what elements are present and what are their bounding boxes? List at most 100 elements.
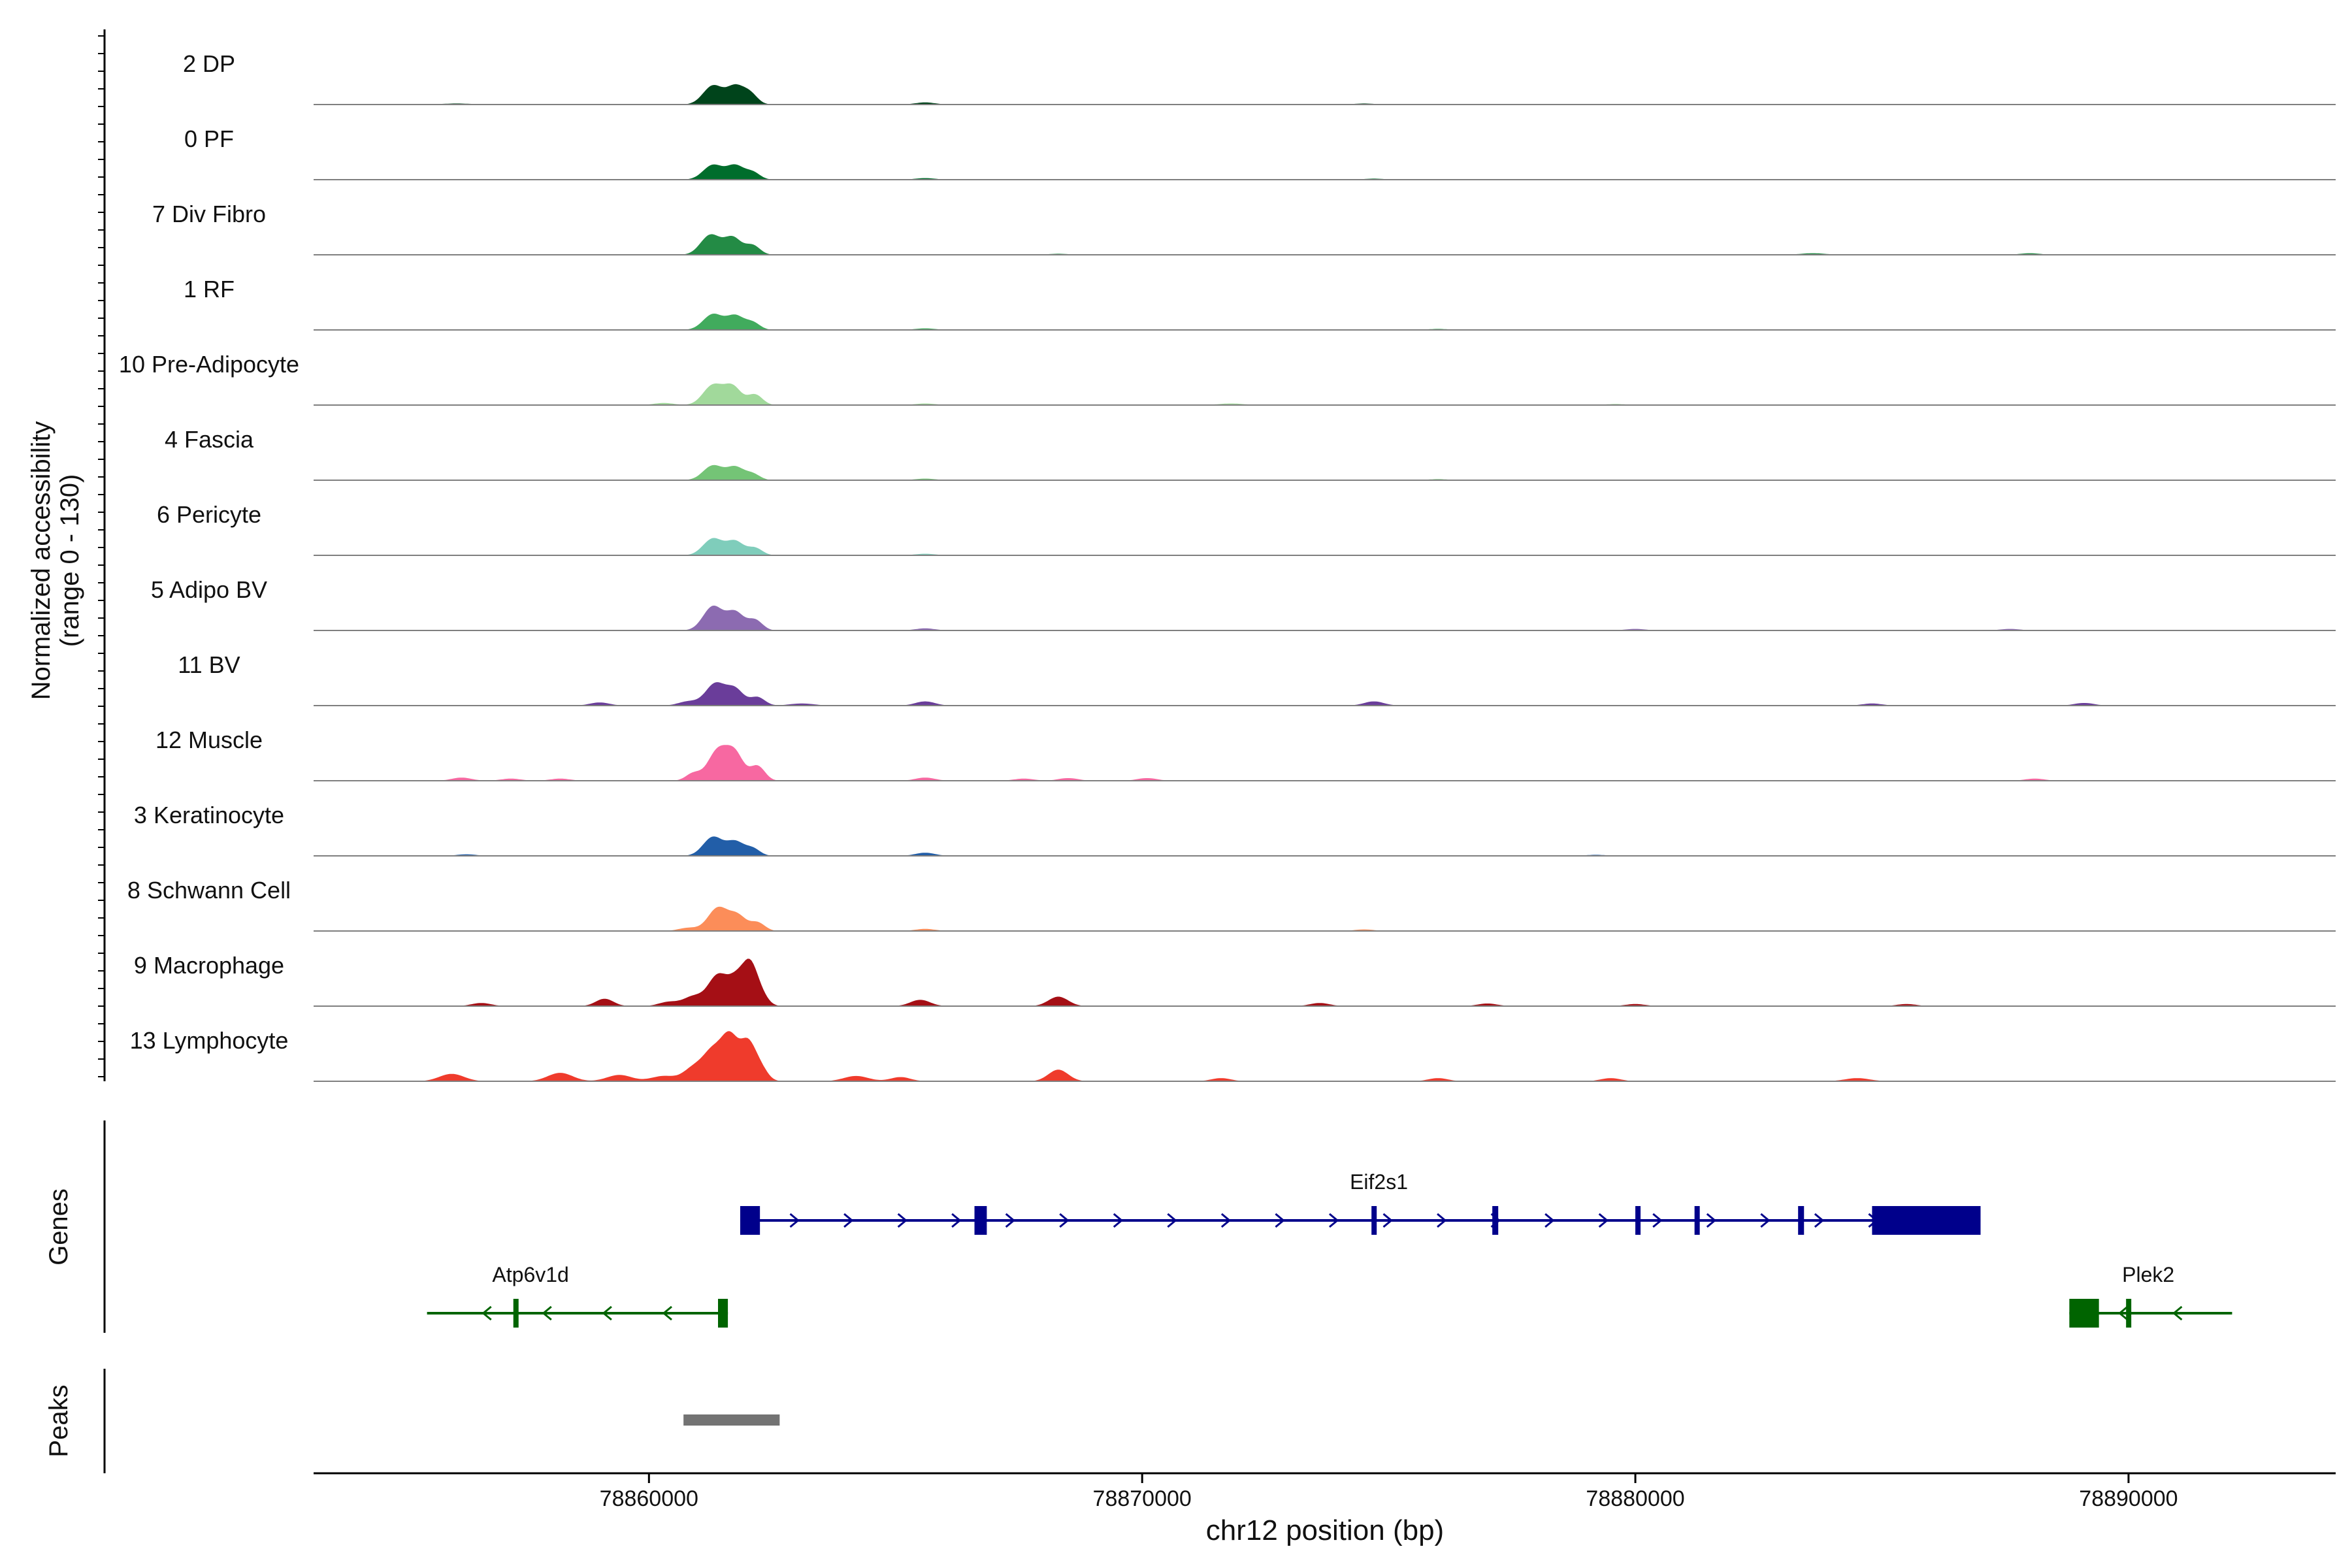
x-tick-label: 78880000: [1586, 1486, 1684, 1511]
coverage-tracks: 2 DP 0 PF 7 Div Fibro 1 RF 10 Pre-Adipocyte 4…: [119, 50, 2336, 1082]
coverage-area: [314, 164, 2336, 180]
strand-arrow: [789, 1213, 800, 1228]
gene-label: Plek2: [2122, 1263, 2174, 1286]
strand-arrow: [1598, 1213, 1609, 1228]
strand-arrow: [1167, 1213, 1177, 1228]
gene-exon: [740, 1206, 760, 1235]
track-label: 0 PF: [184, 125, 234, 152]
track-label: 7 Div Fibro: [152, 201, 266, 227]
strand-arrow: [951, 1213, 962, 1228]
track-label: 8 Schwann Cell: [127, 877, 291, 904]
track-label: 5 Adipo BV: [151, 576, 267, 603]
track-4: 1 RF: [184, 276, 2336, 331]
track-label: 9 Macrophage: [134, 952, 284, 979]
x-axis-title: chr12 position (bp): [1206, 1514, 1444, 1546]
x-tick-label: 78860000: [600, 1486, 698, 1511]
coverage-area: [314, 538, 2336, 555]
gene-exon: [2069, 1299, 2099, 1328]
coverage-area: [314, 314, 2336, 330]
track-label: 2 DP: [183, 50, 235, 77]
coverage-area: [314, 958, 2336, 1006]
coverage-area: [314, 234, 2336, 255]
strand-arrow: [843, 1213, 854, 1228]
track-7: 6 Pericyte: [157, 501, 2336, 556]
coverage-area: [314, 605, 2336, 630]
track-label: 12 Muscle: [155, 727, 263, 753]
gene-exon: [1492, 1206, 1499, 1235]
genes-axis-title: Genes: [44, 1188, 73, 1266]
coverage-area: [314, 745, 2336, 781]
gene-exon: [974, 1206, 987, 1235]
gene-exon: [513, 1299, 519, 1328]
track-11: 3 Keratinocyte: [134, 802, 2336, 857]
gene-label: Atp6v1d: [492, 1263, 568, 1286]
strand-arrow: [1275, 1213, 1285, 1228]
strand-arrow: [482, 1305, 492, 1321]
gene-exon: [718, 1299, 728, 1328]
gene-exon: [1798, 1206, 1805, 1235]
strand-arrow: [1706, 1213, 1717, 1228]
coverage-area: [314, 682, 2336, 706]
strand-arrow: [1437, 1213, 1447, 1228]
coverage-area: [314, 465, 2336, 480]
strand-arrow: [602, 1305, 612, 1321]
x-tick-label: 78870000: [1093, 1486, 1192, 1511]
x-tick-label: 78890000: [2079, 1486, 2178, 1511]
track-3: 7 Div Fibro: [152, 201, 2336, 255]
coverage-area: [314, 383, 2336, 405]
track-9: 11 BV: [178, 651, 2336, 706]
gene-exon: [2126, 1299, 2132, 1328]
coverage-area: [314, 836, 2336, 856]
x-axis-ticks: 78860000 78870000 78880000 78890000: [600, 1473, 2178, 1511]
track-label: 10 Pre-Adipocyte: [119, 351, 299, 378]
strand-arrow: [2118, 1305, 2129, 1321]
strand-arrow: [1760, 1213, 1771, 1228]
track-12: 8 Schwann Cell: [127, 877, 2336, 932]
gene-label: Eif2s1: [1350, 1170, 1408, 1194]
y-axis-title-line1: Normalized accessibility: [27, 421, 56, 700]
track-label: 4 Fascia: [165, 426, 254, 453]
strand-arrow: [2172, 1305, 2183, 1321]
track-8: 5 Adipo BV: [151, 576, 2336, 631]
y-axis-title-line2: (range 0 - 130): [56, 474, 84, 647]
coverage-area: [314, 906, 2336, 931]
gene-annotation-track: Eif2s1 Atp6v1d Plek2: [427, 1170, 2232, 1328]
coverage-area: [314, 1031, 2336, 1081]
strand-arrow: [1059, 1213, 1070, 1228]
track-label: 13 Lymphocyte: [130, 1027, 289, 1054]
strand-arrow: [897, 1213, 907, 1228]
coverage-area: [314, 84, 2336, 105]
gene-plek2: Plek2: [2069, 1263, 2232, 1328]
strand-arrow: [542, 1305, 552, 1321]
strand-arrow: [1220, 1213, 1232, 1228]
gene-exon: [1635, 1206, 1641, 1235]
track-1: 2 DP: [183, 50, 2336, 105]
coverage-y-ticks: [98, 35, 105, 1077]
track-14: 13 Lymphocyte: [130, 1027, 2336, 1082]
gene-exon: [1371, 1206, 1377, 1235]
strand-arrow: [1382, 1213, 1393, 1228]
gene-exon: [1694, 1206, 1700, 1235]
peaks-axis-title: Peaks: [44, 1384, 73, 1457]
strand-arrow: [662, 1305, 672, 1321]
track-5: 10 Pre-Adipocyte: [119, 351, 2336, 406]
strand-arrow: [1544, 1213, 1555, 1228]
track-label: 6 Pericyte: [157, 501, 261, 528]
track-10: 12 Muscle: [155, 727, 2336, 781]
strand-arrow: [1652, 1213, 1663, 1228]
strand-arrow: [1814, 1213, 1825, 1228]
strand-arrow: [1113, 1213, 1124, 1228]
gene-atp6v1d: Atp6v1d: [427, 1263, 728, 1328]
track-13: 9 Macrophage: [134, 952, 2336, 1007]
strand-arrow: [1005, 1213, 1016, 1228]
track-6: 4 Fascia: [165, 426, 2336, 481]
track-label: 1 RF: [184, 276, 235, 302]
gene-exon: [1872, 1206, 1981, 1235]
strand-arrow: [1328, 1213, 1339, 1228]
peak-track: [683, 1414, 780, 1426]
track-label: 11 BV: [178, 651, 240, 678]
peak-region: [683, 1414, 780, 1426]
track-2: 0 PF: [184, 125, 2336, 180]
gene-eif2s1: Eif2s1: [740, 1170, 1981, 1235]
